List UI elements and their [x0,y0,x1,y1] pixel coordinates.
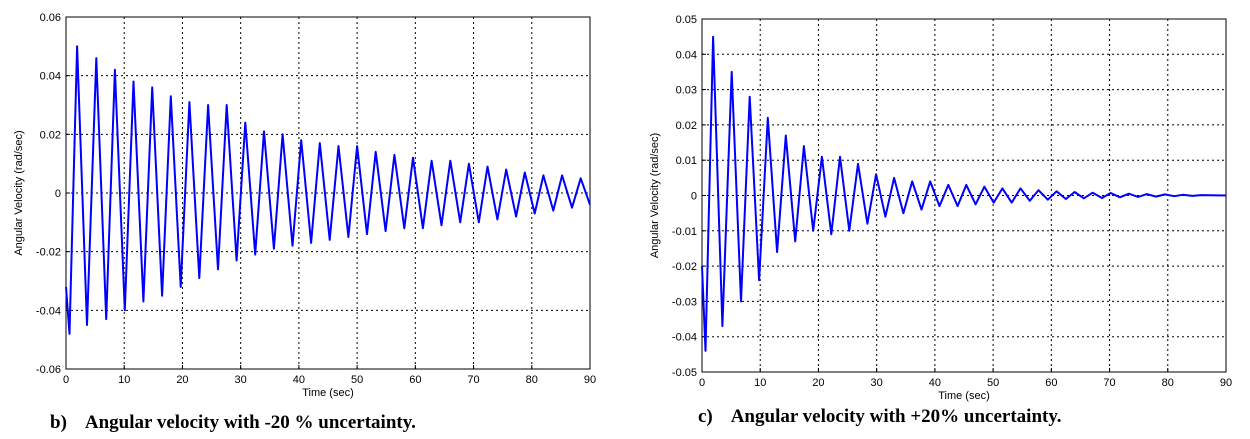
y-tick-label: -0.03 [672,296,697,308]
chart-angular-velocity-minus-20: 0 10 20 30 40 50 60 70 80 90 -0.06 -0.04 -0.02 0 0.02 0… [13,12,596,433]
x-tick-label: 10 [754,377,766,389]
y-tick-label: -0.06 [36,364,61,376]
y-tick-label: 0.03 [676,85,697,97]
y-tick-label: -0.04 [672,332,697,344]
x-tick-label: 40 [929,377,941,389]
x-tick-label: 30 [235,374,247,386]
x-tick-label: 20 [176,374,188,386]
y-axis-label: Angular Velocity (rad/sec) [13,130,25,255]
y-tick-label: 0 [55,188,61,200]
x-tick-label: 60 [1045,377,1057,389]
y-tick-label: 0.05 [676,14,697,26]
x-tick-label: 10 [118,374,130,386]
y-tick-label: 0.02 [40,129,61,141]
y-tick-label: -0.01 [672,226,697,238]
angular-velocity-series-line [65,45,591,335]
x-tick-label: 20 [812,377,824,389]
x-tick-label: 60 [409,374,421,386]
y-axis-label: Angular Velocity (rad/sec) [649,133,661,258]
y-tick-label: 0 [691,191,697,203]
x-tick-label: 90 [584,374,596,386]
chart-angular-velocity-plus-20: 0 10 20 30 40 50 60 70 80 90 -0.05 -0.04 -0.03 -0.02 -… [649,14,1232,427]
y-tick-label: 0.04 [676,49,697,61]
y-tick-label: -0.05 [672,367,697,379]
angular-velocity-series-line [701,35,1227,352]
y-tick-label: 0.02 [676,120,697,132]
y-tick-label: 0.01 [676,155,697,167]
x-tick-label: 50 [351,374,363,386]
x-axis-label: Time (sec) [938,390,990,402]
figure-caption: b) Angular velocity with -20 % uncertain… [50,412,416,433]
x-tick-label: 80 [526,374,538,386]
y-tick-label: 0.04 [40,71,61,83]
x-tick-label: 70 [1103,377,1115,389]
x-tick-label: 40 [293,374,305,386]
x-tick-label: 80 [1162,377,1174,389]
x-tick-label: 50 [987,377,999,389]
y-tick-label: -0.02 [36,247,61,259]
x-axis-label: Time (sec) [302,387,354,399]
y-tick-label: -0.02 [672,261,697,273]
x-tick-label: 90 [1220,377,1232,389]
y-tick-label: 0.06 [40,12,61,24]
x-tick-label: 70 [467,374,479,386]
x-tick-label: 0 [699,377,705,389]
y-tick-label: -0.04 [36,305,61,317]
figure-caption: c) Angular velocity with +20% uncertaint… [698,406,1062,427]
x-tick-label: 30 [871,377,883,389]
x-tick-label: 0 [63,374,69,386]
